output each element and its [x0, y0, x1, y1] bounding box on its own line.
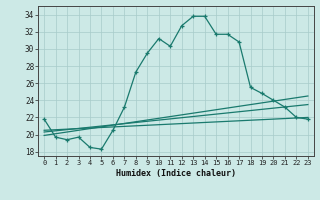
X-axis label: Humidex (Indice chaleur): Humidex (Indice chaleur) [116, 169, 236, 178]
